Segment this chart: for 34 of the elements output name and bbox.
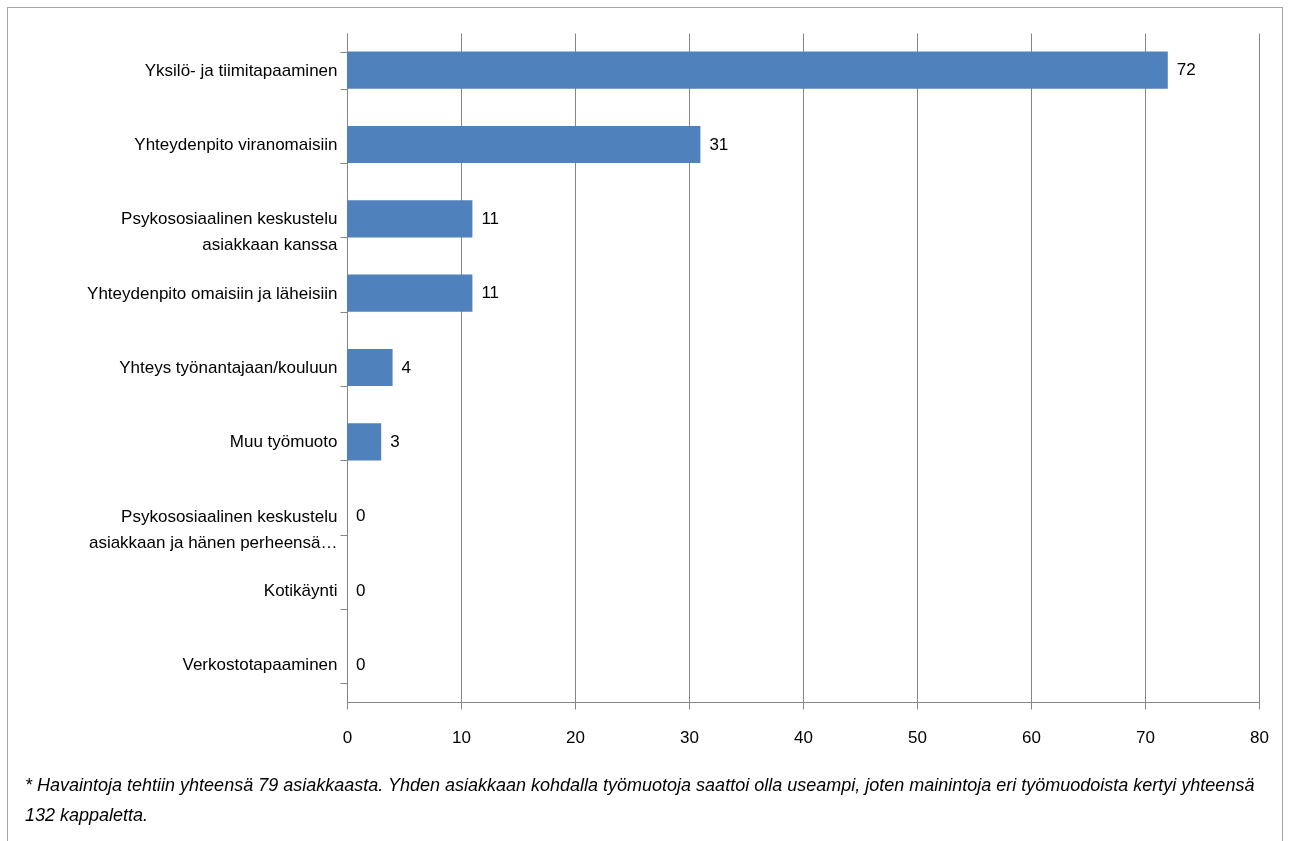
y-tick-label: Yhteydenpito viranomaisiin — [134, 135, 338, 154]
y-tick-label: Psykososiaalinen keskustelu asiakkaan kanssa — [121, 209, 339, 255]
y-tick-label: Yhteys työnantajaan/kouluun — [119, 358, 338, 377]
bar — [347, 51, 1168, 89]
bar — [347, 348, 393, 387]
x-tick-label: 60 — [1022, 727, 1041, 747]
x-tick-label: 80 — [1250, 727, 1269, 747]
x-tick-label: 40 — [794, 727, 813, 747]
data-label: 11 — [481, 208, 500, 228]
y-tick-label: Yksilö- ja tiimitapaaminen — [144, 60, 338, 80]
bar — [347, 423, 382, 461]
data-label: 0 — [356, 654, 366, 674]
data-label: 0 — [356, 580, 366, 600]
x-tick-label: 70 — [1136, 727, 1155, 747]
bar — [347, 125, 701, 164]
data-label: 72 — [1176, 60, 1196, 80]
x-tick-label: 0 — [342, 727, 353, 747]
y-tick-label: Muu työmuoto — [229, 432, 338, 452]
data-label: 3 — [390, 431, 400, 451]
text: * Havaintoja tehtiin yhteensä 79 asiakkaasta. Yhden asiakkaan kohdalla työmuotoja saattoi olla useampi, joten mainintoja eri työmuodoista kertyi yhteensä 132 kappaletta. — [25, 774, 1256, 827]
data-label: 0 — [356, 506, 366, 526]
data-label: 11 — [481, 283, 500, 303]
y-tick-label: Yhteydenpito omaisiin ja läheisiin — [87, 283, 338, 303]
x-tick-label: 20 — [566, 727, 585, 747]
x-tick-label: 10 — [452, 727, 471, 747]
data-label: 31 — [709, 134, 729, 154]
bar — [347, 274, 473, 312]
y-tick-label: Kotikäynti — [263, 581, 338, 600]
y-tick-label: Psykososiaalinen keskustelu asiakkaan ja hänen perheensä… — [88, 506, 338, 552]
x-tick-label: 50 — [908, 727, 927, 747]
y-tick-label: Verkostotapaaminen — [182, 655, 338, 675]
data-label: 4 — [401, 357, 412, 377]
x-tick-label: 30 — [680, 727, 699, 747]
bar — [347, 200, 473, 238]
